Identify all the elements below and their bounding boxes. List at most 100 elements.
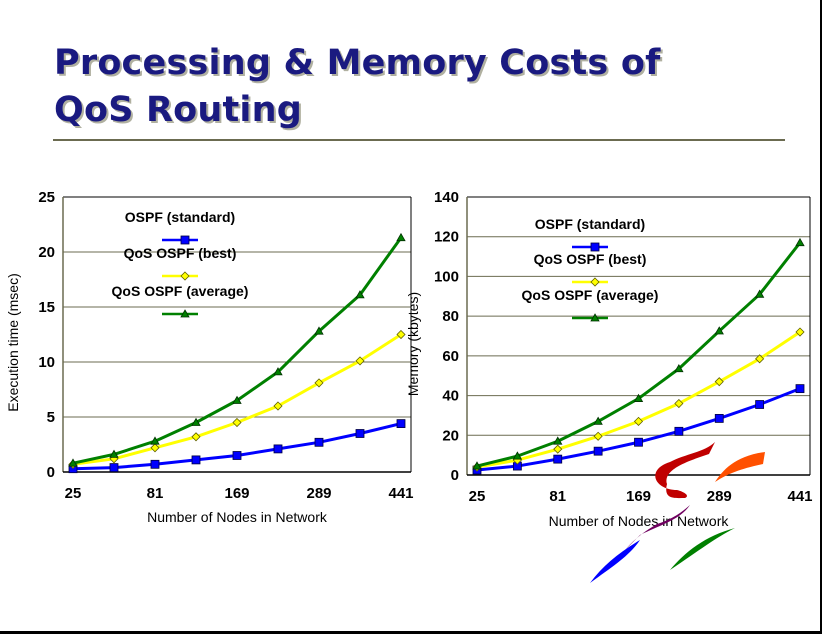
data-point xyxy=(795,384,805,394)
x-tick-label: 289 xyxy=(707,488,732,505)
data-point xyxy=(795,327,805,337)
x-tick-label: 25 xyxy=(65,485,82,502)
title-line-2: QoS Routing xyxy=(54,90,303,130)
data-point xyxy=(593,431,603,441)
x-tick-label: 25 xyxy=(469,488,486,505)
decorative-logo-icon xyxy=(590,442,765,583)
data-point xyxy=(355,429,365,438)
y-tick-label: 20 xyxy=(38,244,55,261)
data-point xyxy=(355,290,365,299)
data-point xyxy=(714,414,724,423)
y-tick-label: 100 xyxy=(434,268,459,285)
data-point xyxy=(674,398,684,409)
legend-label: OSPF (standard) xyxy=(535,216,645,232)
series-ospf-standard xyxy=(68,419,406,474)
data-point xyxy=(150,443,160,453)
data-point xyxy=(273,367,283,376)
data-point xyxy=(68,458,78,467)
data-point xyxy=(755,400,765,409)
data-point xyxy=(512,451,523,460)
x-axis-label: Number of Nodes in Network xyxy=(147,509,328,525)
data-point xyxy=(232,451,242,460)
data-point xyxy=(754,289,765,298)
title-underline xyxy=(53,139,785,141)
logo-orange-stroke xyxy=(715,452,765,482)
x-tick-label: 289 xyxy=(306,485,331,502)
memory-chart: 0 20 40 60 80 100 120 140 25 81 169 289 441 Number of… xyxy=(405,189,813,529)
data-point xyxy=(109,463,119,473)
y-axis-label: Execution time (msec) xyxy=(5,273,21,411)
legend-marker xyxy=(590,242,600,252)
data-point xyxy=(109,449,119,458)
data-point xyxy=(150,436,160,445)
data-point xyxy=(191,432,201,442)
y-tick-label: 60 xyxy=(442,348,459,365)
data-point xyxy=(674,426,684,436)
logo-green-stroke xyxy=(670,528,735,570)
data-point xyxy=(553,454,563,464)
legend-label: QoS OSPF (average) xyxy=(112,283,249,299)
x-axis-label: Number of Nodes in Network xyxy=(549,513,730,529)
data-point xyxy=(553,444,563,454)
y-tick-label: 5 xyxy=(47,409,55,426)
data-point xyxy=(593,416,603,425)
x-tick-label: 81 xyxy=(147,485,164,502)
data-point xyxy=(714,377,724,387)
data-point xyxy=(593,446,603,456)
series-line xyxy=(72,422,402,471)
data-point xyxy=(232,417,242,428)
data-point xyxy=(553,436,563,445)
legend-label: QoS OSPF (best) xyxy=(124,245,237,261)
y-tick-label: 0 xyxy=(47,464,55,481)
data-point xyxy=(314,437,324,447)
series-qos-ospf-average xyxy=(472,237,805,470)
legend-marker xyxy=(180,309,190,318)
y-tick-label: 40 xyxy=(442,388,459,405)
execution-time-chart: 0 5 10 15 20 25 25 81 169 289 441 Number of Nodes i… xyxy=(5,189,414,525)
data-point xyxy=(396,329,406,340)
data-point xyxy=(273,444,283,454)
title-line-1: Processing & Memory Costs of xyxy=(54,43,661,83)
legend-marker xyxy=(590,313,600,322)
x-tick-label: 81 xyxy=(549,488,566,505)
data-point xyxy=(150,459,160,469)
data-point xyxy=(314,326,324,335)
data-point xyxy=(191,417,201,426)
data-point xyxy=(714,326,724,335)
data-point xyxy=(795,237,805,247)
data-point xyxy=(472,461,482,470)
y-tick-label: 120 xyxy=(434,229,459,246)
data-point xyxy=(355,356,365,366)
data-point xyxy=(633,393,644,402)
y-tick-label: 10 xyxy=(38,354,55,371)
x-tick-label: 169 xyxy=(224,485,249,502)
y-tick-label: 20 xyxy=(442,427,459,444)
x-tick-label: 441 xyxy=(388,485,413,502)
legend-marker xyxy=(590,277,600,287)
series-qos-ospf-average xyxy=(68,232,406,467)
legend-marker xyxy=(180,235,190,245)
data-point xyxy=(755,354,765,364)
data-point xyxy=(232,395,242,404)
y-tick-label: 80 xyxy=(442,308,459,325)
x-tick-label: 441 xyxy=(787,488,812,505)
logo-red-stroke xyxy=(655,442,715,499)
y-tick-label: 25 xyxy=(38,189,55,206)
data-point xyxy=(396,232,406,242)
data-point xyxy=(674,363,684,373)
legend-label: QoS OSPF (average) xyxy=(522,287,659,303)
slide-title: Processing & Memory Costs of QoS Routing xyxy=(54,40,661,134)
data-point xyxy=(273,401,283,411)
legend-marker xyxy=(180,271,190,281)
data-point xyxy=(314,378,324,388)
data-point xyxy=(396,419,406,429)
data-point xyxy=(634,437,643,447)
y-tick-label: 0 xyxy=(451,467,459,484)
series-qos-ospf-best xyxy=(472,327,805,472)
y-tick-label: 140 xyxy=(434,189,459,206)
y-tick-label: 15 xyxy=(38,299,55,316)
data-point xyxy=(191,455,201,465)
series-line xyxy=(72,236,403,465)
